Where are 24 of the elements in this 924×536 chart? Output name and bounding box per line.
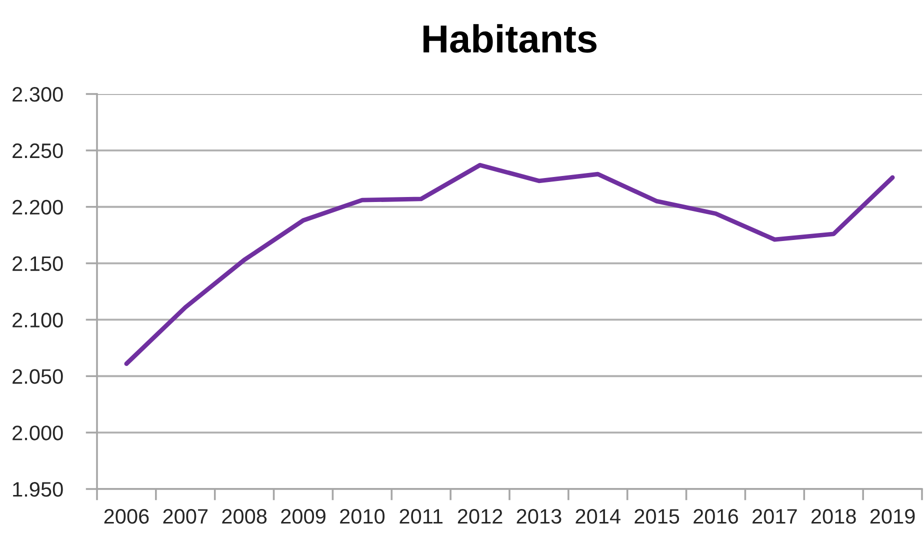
x-tick-label: 2012 bbox=[458, 508, 502, 524]
x-tick-label: 2006 bbox=[104, 508, 149, 524]
x-tick-label: 2013 bbox=[516, 508, 562, 524]
x-tick-label: 2018 bbox=[811, 508, 856, 524]
x-tick-label: 2007 bbox=[163, 508, 208, 524]
y-tick-label: 1.950 bbox=[13, 482, 63, 497]
x-tick-label: 2010 bbox=[340, 508, 385, 524]
y-tick-label: 2.000 bbox=[12, 426, 63, 440]
y-tick-label: 2.050 bbox=[12, 369, 63, 384]
x-tick-label: 2009 bbox=[281, 508, 326, 524]
x-tick-label: 2015 bbox=[634, 508, 680, 524]
y-tick-label: 2.300 bbox=[12, 87, 63, 102]
y-tick-label: 2.250 bbox=[12, 143, 63, 158]
line-series bbox=[124, 162, 895, 366]
x-tick-label: 2016 bbox=[694, 508, 738, 524]
y-tick-label: 2.200 bbox=[12, 200, 63, 215]
x-tick-label: 2019 bbox=[870, 508, 915, 524]
x-tick-label: 2008 bbox=[222, 508, 267, 524]
y-tick-label: 2.100 bbox=[12, 312, 63, 328]
y-tick-label: 2.150 bbox=[12, 256, 63, 272]
chart-title: Habitants bbox=[424, 24, 597, 53]
x-tick-label: 2011 bbox=[400, 508, 442, 524]
x-tick-label: 2014 bbox=[576, 508, 620, 524]
x-tick-label: 2017 bbox=[752, 508, 797, 524]
